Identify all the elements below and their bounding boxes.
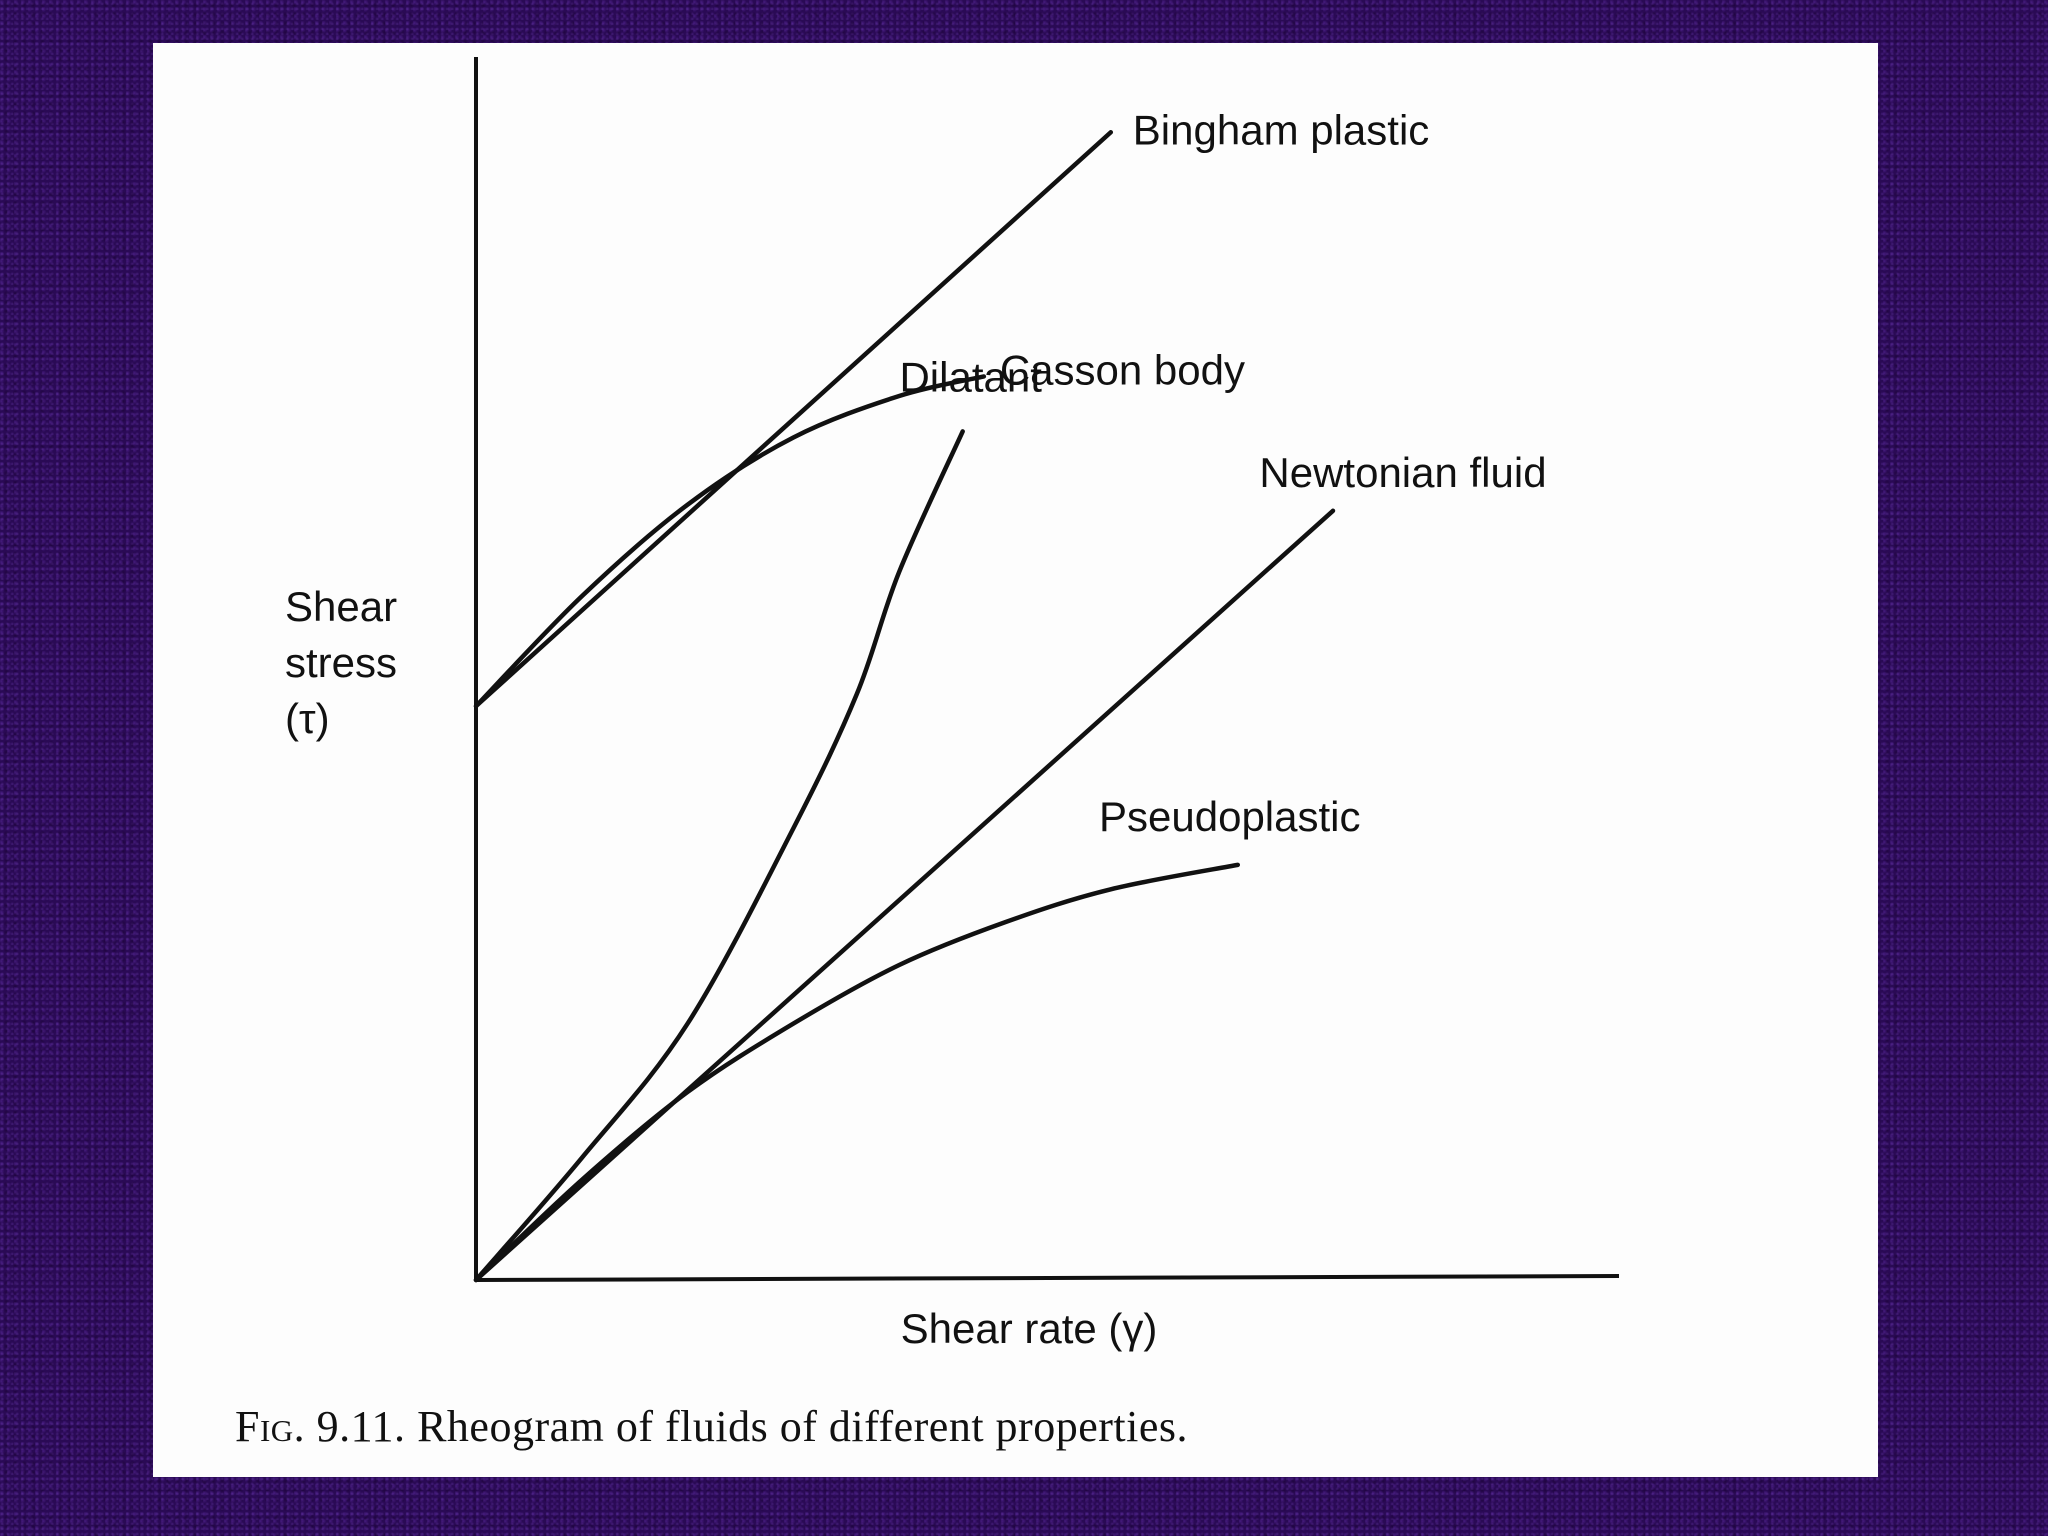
series-label-dilatant: Dilatant bbox=[899, 353, 1042, 400]
series-line-casson-body bbox=[473, 374, 987, 709]
series-label-casson-body: Casson body bbox=[1000, 346, 1245, 393]
series-line-bingham-plastic bbox=[473, 130, 1114, 709]
figure-caption-text: Rheogram of fluids of different properti… bbox=[417, 1402, 1188, 1451]
figure-caption: Fig. 9.11. Rheogram of fluids of differe… bbox=[235, 1401, 1188, 1452]
series-label-pseudoplastic: Pseudoplastic bbox=[1099, 793, 1361, 840]
series-label-bingham-plastic: Bingham plastic bbox=[1133, 106, 1429, 153]
x-axis bbox=[475, 1274, 1620, 1282]
figure-panel: Shear rate (γ) Shear stress (τ) Bingham plas… bbox=[153, 43, 1878, 1477]
figure-number: Fig. 9.11. bbox=[235, 1402, 406, 1451]
y-axis-label-line-3: (τ) bbox=[285, 695, 330, 742]
series-line-pseudoplastic bbox=[473, 862, 1241, 1283]
rheogram-chart: Shear rate (γ) Shear stress (τ) Bingham plas… bbox=[285, 57, 1620, 1352]
x-axis-label: Shear rate (γ) bbox=[901, 1305, 1158, 1352]
y-axis-label-line-1: Shear bbox=[285, 583, 397, 630]
y-axis-label-line-2: stress bbox=[285, 639, 397, 686]
series-line-newtonian-fluid bbox=[473, 508, 1336, 1283]
series-label-newtonian-fluid: Newtonian fluid bbox=[1259, 449, 1546, 496]
series-line-dilatant bbox=[473, 429, 965, 1283]
